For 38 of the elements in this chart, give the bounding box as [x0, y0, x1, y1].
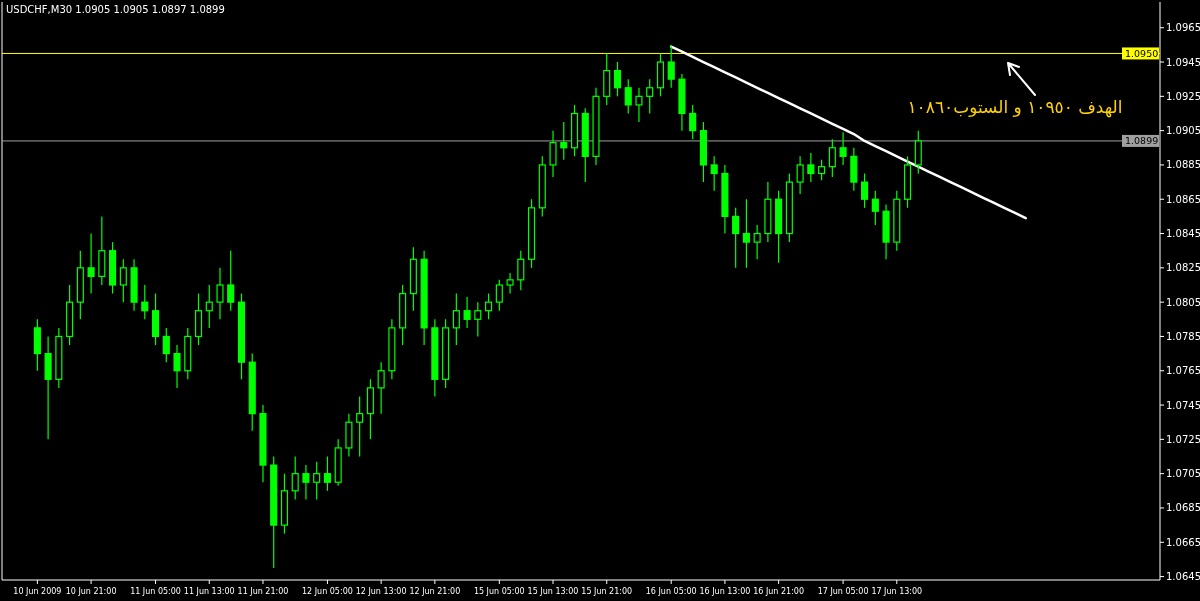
- x-tick-label: 11 Jun 05:00: [130, 587, 181, 596]
- y-tick-label: 1.0865: [1166, 193, 1200, 205]
- y-tick-label: 1.0665: [1166, 536, 1200, 548]
- x-tick-label: 16 Jun 05:00: [645, 587, 697, 596]
- x-tick-label: 15 Jun 21:00: [581, 587, 633, 596]
- y-tick-label: 1.0945: [1166, 56, 1200, 68]
- y-tick-label: 1.0885: [1166, 159, 1200, 171]
- x-tick-label: 16 Jun 21:00: [753, 587, 805, 596]
- y-tick-label: 1.0925: [1166, 90, 1200, 102]
- line-series: [669, 45, 1027, 220]
- y-tick-label: 1.0905: [1166, 125, 1200, 137]
- annotation: الهدف ١٠٩٥٠ و الستوب١٠٨٦٠: [907, 97, 1123, 118]
- ref-line-label: 1.0899: [1125, 135, 1159, 147]
- y-tick-label: 1.0705: [1166, 468, 1200, 480]
- y-tick-label: 1.0805: [1166, 296, 1200, 308]
- y-tick-label: 1.0965: [1166, 22, 1200, 34]
- x-tick-label: 10 Jun 2009: [13, 587, 62, 596]
- y-tick-label: 1.0825: [1166, 262, 1200, 274]
- ref-line-label: 1.0950: [1125, 47, 1159, 59]
- x-tick-label: 15 Jun 13:00: [527, 587, 579, 596]
- x-tick-label: 17 Jun 05:00: [817, 587, 869, 596]
- y-tick-label: 1.0685: [1166, 502, 1200, 514]
- x-tick-label: 12 Jun 21:00: [409, 587, 461, 596]
- y-tick-label: 1.0845: [1166, 228, 1200, 240]
- x-tick-label: 10 Jun 21:00: [65, 587, 117, 596]
- y-tick-label: 1.0725: [1166, 433, 1200, 445]
- x-tick-label: 12 Jun 13:00: [355, 587, 407, 596]
- x-tick-label: 12 Jun 05:00: [302, 587, 353, 596]
- x-tick-label: 15 Jun 05:00: [473, 587, 525, 596]
- y-tick-label: 1.0745: [1166, 399, 1200, 411]
- chart-title: USDCHF,M30 1.0905 1.0905 1.0897 1.0899: [6, 4, 225, 15]
- x-tick-label: 17 Jun 13:00: [871, 587, 923, 596]
- y-tick-label: 1.0765: [1166, 365, 1200, 377]
- y-tick-label: 1.0785: [1166, 330, 1200, 342]
- x-tick-label: 11 Jun 13:00: [183, 587, 235, 596]
- x-tick-label: 11 Jun 21:00: [237, 587, 289, 596]
- x-tick-label: 16 Jun 13:00: [699, 587, 751, 596]
- y-tick-label: 1.0645: [1166, 571, 1200, 583]
